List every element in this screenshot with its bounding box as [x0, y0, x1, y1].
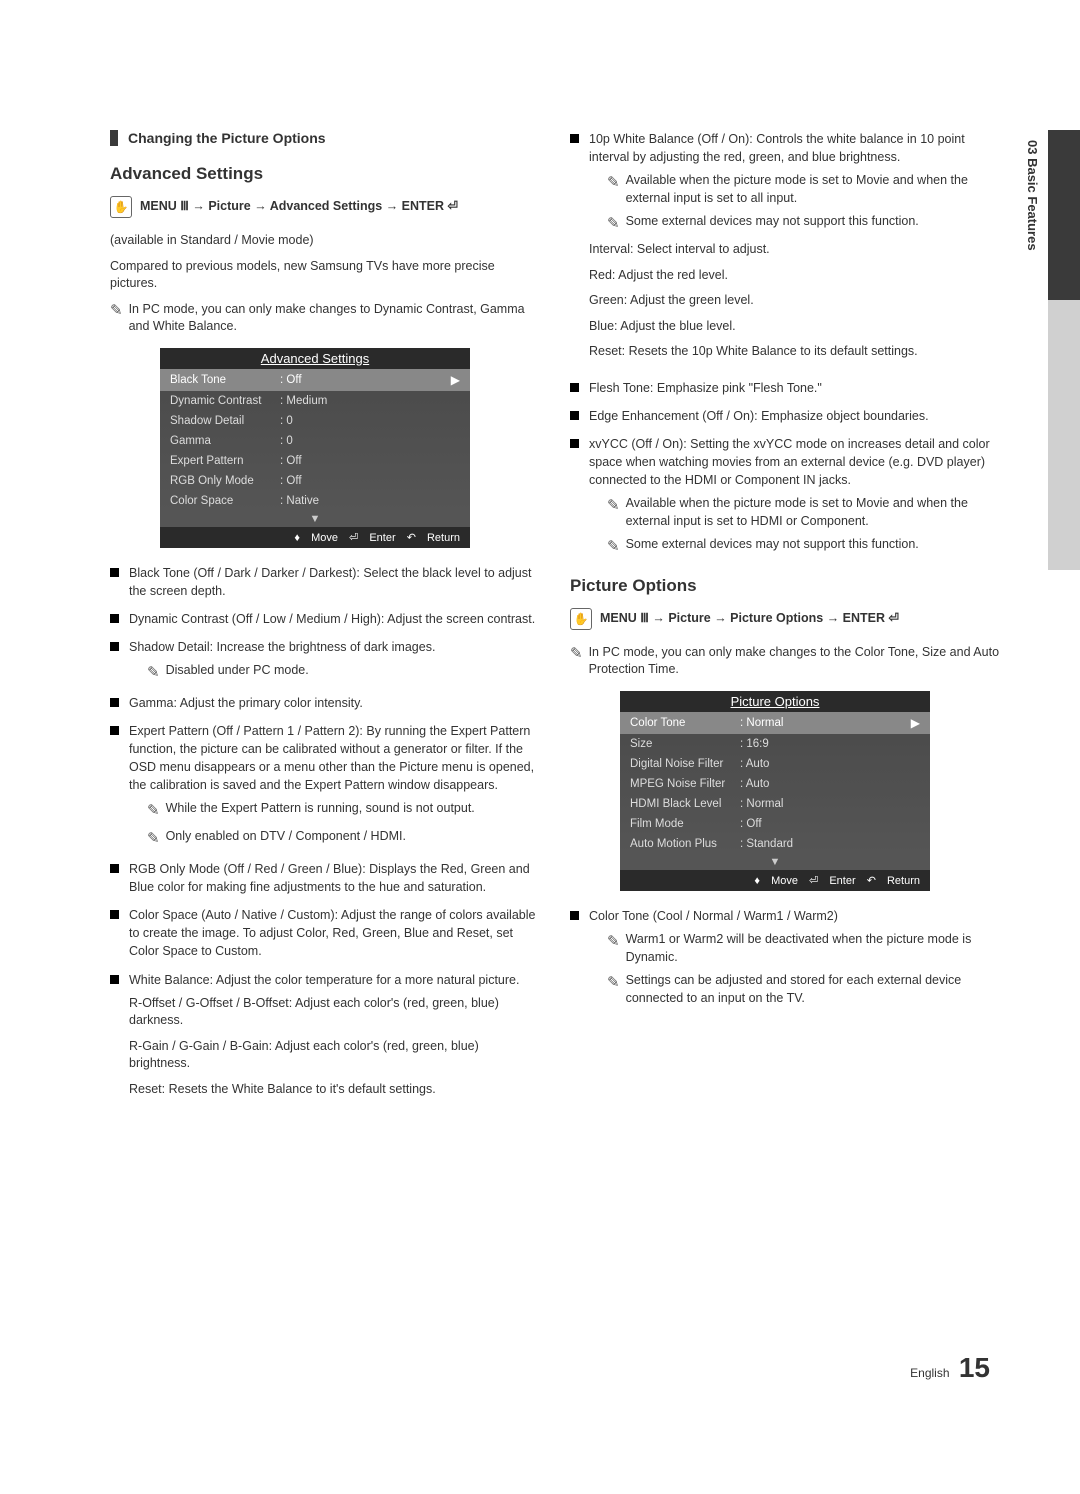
note-text: In PC mode, you can only make changes to… [589, 644, 1000, 679]
item-color-space: Color Space (Auto / Native / Custom): Ad… [129, 906, 540, 960]
osd-picture-options: Picture Options Color Tone: Normal▶Size:… [620, 691, 930, 891]
osd-footer: ♦ Move ⏎ Enter ↶ Return [620, 870, 930, 891]
footer-language: English [910, 1366, 949, 1380]
osd-row: Dynamic Contrast: Medium [160, 391, 470, 411]
item-color-tone: Color Tone (Cool / Normal / Warm1 / Warm… [589, 907, 1000, 1007]
osd-down-arrow: ▼ [620, 854, 930, 870]
item-shadow-detail: Shadow Detail: Increase the brightness o… [129, 638, 540, 684]
osd-row: Black Tone: Off▶ [160, 369, 470, 391]
note-icon: ✎ [607, 931, 620, 966]
osd-down-arrow: ▼ [160, 511, 470, 527]
note-icon: ✎ [607, 213, 620, 235]
remote-icon: ✋ [110, 196, 132, 218]
osd-row: MPEG Noise Filter: Auto [620, 774, 930, 794]
right-column: 10p White Balance (Off / On): Controls t… [570, 130, 1000, 1116]
item-edge-enhancement: Edge Enhancement (Off / On): Emphasize o… [589, 407, 1000, 425]
note-icon: ✎ [110, 301, 123, 336]
osd-footer: ♦ Move ⏎ Enter ↶ Return [160, 527, 470, 548]
page-footer: English 15 [910, 1352, 990, 1384]
item-rgb-only: RGB Only Mode (Off / Red / Green / Blue)… [129, 860, 540, 896]
osd-advanced-settings: Advanced Settings Black Tone: Off▶Dynami… [160, 348, 470, 548]
item-white-balance: White Balance: Adjust the color temperat… [129, 971, 540, 1107]
osd-row: Expert Pattern: Off [160, 451, 470, 471]
pc-mode-note: ✎ In PC mode, you can only make changes … [110, 301, 540, 336]
note-icon: ✎ [607, 536, 620, 558]
osd-row: Gamma: 0 [160, 431, 470, 451]
note-text: In PC mode, you can only make changes to… [129, 301, 540, 336]
item-expert-pattern: Expert Pattern (Off / Pattern 1 / Patter… [129, 722, 540, 850]
osd-row: Auto Motion Plus: Standard [620, 834, 930, 854]
note-icon: ✎ [147, 662, 160, 684]
remote-icon: ✋ [570, 608, 592, 630]
left-column: Changing the Picture Options Advanced Se… [110, 130, 540, 1116]
item-black-tone: Black Tone (Off / Dark / Darker / Darkes… [129, 564, 540, 600]
page-number: 15 [959, 1352, 990, 1383]
pc-mode-note-2: ✎ In PC mode, you can only make changes … [570, 644, 1000, 679]
item-10p-white-balance: 10p White Balance (Off / On): Controls t… [589, 130, 1000, 369]
menu-path-picture-options: ✋ MENU Ⅲ → Picture → Picture Options → E… [570, 608, 1000, 630]
section-title: Changing the Picture Options [128, 130, 326, 146]
osd-row: Color Space: Native [160, 491, 470, 511]
item-dynamic-contrast: Dynamic Contrast (Off / Low / Medium / H… [129, 610, 540, 628]
osd-row: RGB Only Mode: Off [160, 471, 470, 491]
advanced-settings-heading: Advanced Settings [110, 164, 540, 184]
section-header: Changing the Picture Options [110, 130, 540, 146]
compare-text: Compared to previous models, new Samsung… [110, 258, 540, 293]
note-icon: ✎ [570, 644, 583, 679]
item-gamma: Gamma: Adjust the primary color intensit… [129, 694, 540, 712]
note-icon: ✎ [607, 972, 620, 1007]
menu-path-text: MENU Ⅲ → Picture → Picture Options → ENT… [600, 610, 899, 628]
picture-options-heading: Picture Options [570, 576, 1000, 596]
osd-row: Color Tone: Normal▶ [620, 712, 930, 734]
osd-row: HDMI Black Level: Normal [620, 794, 930, 814]
osd-row: Film Mode: Off [620, 814, 930, 834]
osd-row: Size: 16:9 [620, 734, 930, 754]
note-icon: ✎ [147, 800, 160, 822]
chapter-label: 03 Basic Features [1025, 140, 1040, 251]
osd-title: Picture Options [620, 691, 930, 712]
menu-path-text: MENU Ⅲ → Picture → Advanced Settings → E… [140, 198, 458, 216]
note-icon: ✎ [147, 828, 160, 850]
note-icon: ✎ [607, 172, 620, 207]
side-tab [1048, 130, 1080, 570]
item-xvycc: xvYCC (Off / On): Setting the xvYCC mode… [589, 435, 1000, 558]
osd-title: Advanced Settings [160, 348, 470, 369]
available-text: (available in Standard / Movie mode) [110, 232, 540, 250]
note-icon: ✎ [607, 495, 620, 530]
item-flesh-tone: Flesh Tone: Emphasize pink "Flesh Tone." [589, 379, 1000, 397]
menu-path-advanced: ✋ MENU Ⅲ → Picture → Advanced Settings →… [110, 196, 540, 218]
osd-row: Shadow Detail: 0 [160, 411, 470, 431]
osd-row: Digital Noise Filter: Auto [620, 754, 930, 774]
